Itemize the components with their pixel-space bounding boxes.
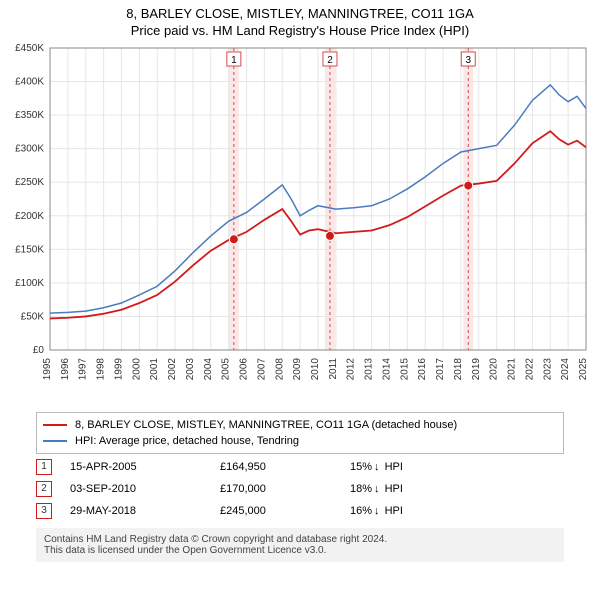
chart-title-address: 8, BARLEY CLOSE, MISTLEY, MANNINGTREE, C… — [0, 6, 600, 21]
y-axis-tick-label: £350K — [15, 110, 44, 121]
y-axis-tick-label: £300K — [15, 144, 44, 155]
x-axis-tick-label: 2024 — [560, 358, 571, 381]
sale-event-price: £170,000 — [220, 483, 350, 495]
sale-event-row: 2 03-SEP-2010£170,00018%↓ HPI — [36, 478, 564, 500]
sale-event-price: £164,950 — [220, 461, 350, 473]
sale-event-delta: 18%↓ HPI — [350, 483, 480, 495]
sale-event-dot — [230, 235, 238, 243]
arrow-down-icon: ↓ — [374, 505, 380, 517]
sale-event-date: 03-SEP-2010 — [70, 483, 220, 495]
x-axis-tick-label: 2006 — [239, 358, 250, 381]
delta-suffix: HPI — [382, 505, 403, 517]
y-axis-tick-label: £250K — [15, 177, 44, 188]
event-marker-badge: 3 — [461, 52, 475, 66]
sale-event-price: £245,000 — [220, 505, 350, 517]
delta-percent: 15% — [350, 461, 372, 473]
x-axis-tick-label: 1996 — [60, 358, 71, 381]
x-axis-tick-label: 2007 — [256, 358, 267, 381]
event-marker-badge: 2 — [323, 52, 337, 66]
x-axis-tick-label: 2021 — [507, 358, 518, 381]
sale-event-row: 1 15-APR-2005£164,95015%↓ HPI — [36, 456, 564, 478]
sale-event-delta: 15%↓ HPI — [350, 461, 480, 473]
chart-subtitle: Price paid vs. HM Land Registry's House … — [0, 23, 600, 38]
x-axis-tick-label: 2000 — [131, 358, 142, 381]
x-axis-tick-label: 2019 — [471, 358, 482, 381]
sale-event-date: 29-MAY-2018 — [70, 505, 220, 517]
x-axis-tick-label: 2002 — [167, 358, 178, 381]
x-axis-tick-label: 2011 — [328, 358, 339, 380]
x-axis-tick-label: 2010 — [310, 358, 321, 381]
x-axis-tick-label: 2013 — [364, 358, 375, 381]
svg-text:1: 1 — [231, 55, 237, 66]
legend-item: 8, BARLEY CLOSE, MISTLEY, MANNINGTREE, C… — [43, 417, 557, 433]
x-axis-tick-label: 2018 — [453, 358, 464, 381]
x-axis-tick-label: 2025 — [578, 358, 589, 381]
y-axis-tick-label: £450K — [15, 43, 44, 54]
sale-event-badge: 3 — [36, 503, 52, 519]
x-axis-tick-label: 2017 — [435, 358, 446, 381]
attribution-footer: Contains HM Land Registry data © Crown c… — [36, 528, 564, 562]
legend-item: HPI: Average price, detached house, Tend… — [43, 433, 557, 449]
y-axis-tick-label: £400K — [15, 77, 44, 88]
sale-event-delta: 16%↓ HPI — [350, 505, 480, 517]
legend-swatch — [43, 424, 67, 426]
sale-event-badge: 1 — [36, 459, 52, 475]
x-axis-tick-label: 2014 — [381, 358, 392, 381]
x-axis-tick-label: 1999 — [113, 358, 124, 381]
x-axis-tick-label: 1997 — [78, 358, 89, 381]
x-axis-tick-label: 2004 — [203, 358, 214, 381]
svg-text:2: 2 — [327, 55, 333, 66]
chart-container: 8, BARLEY CLOSE, MISTLEY, MANNINGTREE, C… — [0, 0, 600, 590]
delta-suffix: HPI — [382, 461, 403, 473]
event-marker-badge: 1 — [227, 52, 241, 66]
y-axis-tick-label: £50K — [21, 311, 45, 322]
x-axis-tick-label: 2016 — [417, 358, 428, 381]
legend-label: 8, BARLEY CLOSE, MISTLEY, MANNINGTREE, C… — [75, 419, 457, 431]
sale-event-badge: 2 — [36, 481, 52, 497]
title-block: 8, BARLEY CLOSE, MISTLEY, MANNINGTREE, C… — [0, 0, 600, 38]
legend-swatch — [43, 440, 67, 442]
y-axis-tick-label: £150K — [15, 244, 44, 255]
svg-text:3: 3 — [465, 55, 471, 66]
x-axis-tick-label: 2008 — [274, 358, 285, 381]
sale-event-row: 3 29-MAY-2018£245,00016%↓ HPI — [36, 500, 564, 522]
delta-percent: 18% — [350, 483, 372, 495]
attribution-line-1: Contains HM Land Registry data © Crown c… — [44, 534, 556, 545]
x-axis-tick-label: 2015 — [399, 358, 410, 381]
delta-suffix: HPI — [382, 483, 403, 495]
x-axis-tick-label: 2001 — [149, 358, 160, 381]
sale-event-date: 15-APR-2005 — [70, 461, 220, 473]
price-chart: £0 £50K £100K £150K £200K £250K £300K £350K £400… — [0, 42, 600, 402]
x-axis-tick-label: 1998 — [96, 358, 107, 381]
x-axis-tick-label: 2022 — [524, 358, 535, 381]
sale-event-dot — [326, 232, 334, 240]
legend: 8, BARLEY CLOSE, MISTLEY, MANNINGTREE, C… — [36, 412, 564, 454]
sales-events-table: 115-APR-2005£164,95015%↓ HPI203-SEP-2010… — [36, 456, 564, 522]
x-axis-tick-label: 2009 — [292, 358, 303, 381]
x-axis-tick-label: 2012 — [346, 358, 357, 381]
x-axis-tick-label: 1995 — [42, 358, 53, 381]
y-axis-tick-label: £0 — [33, 345, 45, 356]
sale-event-dot — [464, 182, 472, 190]
y-axis-tick-label: £100K — [15, 278, 44, 289]
arrow-down-icon: ↓ — [374, 461, 380, 473]
x-axis-tick-label: 2023 — [542, 358, 553, 381]
attribution-line-2: This data is licensed under the Open Gov… — [44, 545, 556, 556]
x-axis-tick-label: 2005 — [221, 358, 232, 381]
legend-label: HPI: Average price, detached house, Tend… — [75, 435, 299, 447]
x-axis-tick-label: 2020 — [489, 358, 500, 381]
arrow-down-icon: ↓ — [374, 483, 380, 495]
y-axis-tick-label: £200K — [15, 211, 44, 222]
delta-percent: 16% — [350, 505, 372, 517]
x-axis-tick-label: 2003 — [185, 358, 196, 381]
